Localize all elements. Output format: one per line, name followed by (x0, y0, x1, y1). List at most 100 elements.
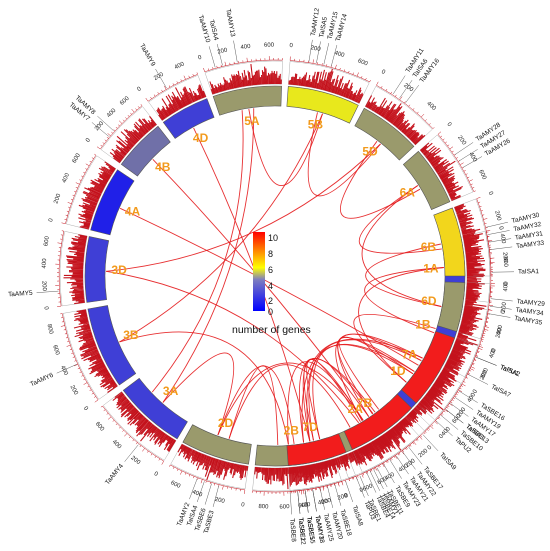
gene-leader-line (327, 486, 333, 508)
tick-axis (100, 105, 143, 150)
gene-leader-line (289, 492, 292, 515)
tick-marks (376, 81, 435, 129)
tick-label: 0 (497, 226, 504, 231)
tick-axis (62, 313, 99, 401)
chromosome-3D: 0 200 400 600 3D (40, 230, 127, 311)
gene-leader-line (490, 298, 513, 302)
tick-label: 0 (503, 282, 509, 286)
tick-label: 600 (452, 413, 463, 425)
tick-label: 600 (94, 421, 106, 433)
gene-leader-line (462, 156, 483, 168)
synteny-link-7A-7B (337, 337, 415, 415)
density-track (288, 61, 370, 104)
chromosome-label-4B: 4B (155, 160, 171, 174)
synteny-link-6B-6D (365, 243, 442, 307)
chromosome-band (84, 236, 110, 303)
tick-label: 0 (491, 348, 498, 354)
gene-leader-line (396, 455, 409, 475)
gene-leader-line (422, 434, 439, 451)
gene-leader-line (445, 409, 464, 424)
gene-label: TaISA4 (208, 19, 223, 66)
tick-label: 400 (174, 61, 186, 71)
synteny-link-3B-5B (119, 113, 323, 343)
density-track (59, 231, 88, 307)
tick-label: 0 (289, 43, 293, 49)
gene-name: TaAMY3 (314, 515, 325, 541)
synteny-link-6A-6B (358, 185, 442, 254)
tick-label: 400 (240, 44, 251, 51)
gene-leader-line (305, 490, 309, 513)
tick-label: 600 (119, 95, 131, 107)
density-bars (209, 64, 282, 95)
chromosome-label-7D: 7D (302, 420, 318, 434)
tick-label: 200 (69, 384, 79, 396)
tick-axis (476, 198, 492, 277)
gene-leader-line (316, 41, 321, 64)
gene-leader-line (383, 463, 395, 484)
tick-label: 0 (501, 309, 508, 314)
tick-label: 0 (153, 471, 160, 478)
gene-leader-line (369, 470, 380, 491)
gene-label: TaAMY35 (488, 313, 543, 327)
tick-label: 0 (438, 433, 445, 440)
density-bars (177, 443, 249, 481)
gene-leader-line (488, 313, 511, 318)
chromosome-label-2A: 2A (348, 402, 364, 416)
gene-leader-line (189, 478, 198, 500)
chromosome-label-3B: 3B (123, 328, 139, 342)
synteny-link-3A-2D (162, 352, 235, 436)
chromosome-2D: 0 200 400 600 2D (169, 416, 252, 509)
gene-leader-line (91, 122, 109, 137)
chromosome-label-3D: 3D (111, 263, 127, 277)
synteny-link-2A-2D (217, 362, 364, 436)
gene-name: TaAMY10 (197, 14, 212, 43)
gene-label: TaAMY29 (490, 298, 545, 308)
synteny-link-7A-7D (308, 344, 415, 441)
gene-leader-line (402, 451, 416, 470)
gene-name: TaAMY6 (29, 372, 55, 389)
synteny-link-3D-2A (106, 270, 360, 424)
tick-axis (362, 425, 431, 474)
tick-axis (102, 405, 164, 462)
gene-leader-line (233, 40, 238, 63)
gene-leader-line (212, 485, 219, 507)
chromosome-label-6A: 6A (400, 185, 416, 199)
chromosome-band (286, 86, 359, 124)
tick-label: 0 (85, 137, 92, 144)
tick-axis (290, 60, 370, 83)
gene-leader-line (450, 403, 469, 417)
gene-label: TaAMY33 (490, 240, 545, 250)
tick-marks (481, 283, 495, 340)
tick-label: 400 (489, 347, 498, 359)
gene-leader-line (297, 491, 301, 514)
gene-leader-line (97, 115, 114, 131)
tick-label: 200 (493, 210, 502, 222)
tick-label: 800 (46, 324, 54, 336)
gene-name: TaAMY13 (224, 8, 236, 37)
synteny-link-4D-7D (193, 127, 311, 442)
chromosome-3A: 0 200 400 600 3A (94, 377, 188, 478)
gene-leader-line (489, 306, 512, 310)
tick-axis (170, 464, 245, 491)
tick-label: 400 (499, 233, 507, 245)
gene-leader-line (124, 444, 139, 462)
tick-label: 200 (129, 455, 141, 466)
gene-leader-line (490, 246, 513, 250)
density-track (204, 60, 283, 95)
tick-axis (290, 476, 357, 492)
gene-leader-line (454, 397, 474, 410)
gene-leader-line (366, 472, 377, 493)
tick-axis (376, 85, 434, 129)
synteny-link-3B-2B (119, 331, 289, 445)
legend-tick-6: 6 (268, 265, 273, 275)
gene-leader-line (56, 364, 77, 374)
tick-marks (61, 153, 97, 224)
chromosome-5D: 0 200 400 5D (354, 69, 437, 161)
tick-label: 200 (40, 281, 46, 292)
density-bars (419, 142, 463, 202)
chromosome-band (437, 281, 466, 332)
gene-leader-line (408, 446, 423, 465)
